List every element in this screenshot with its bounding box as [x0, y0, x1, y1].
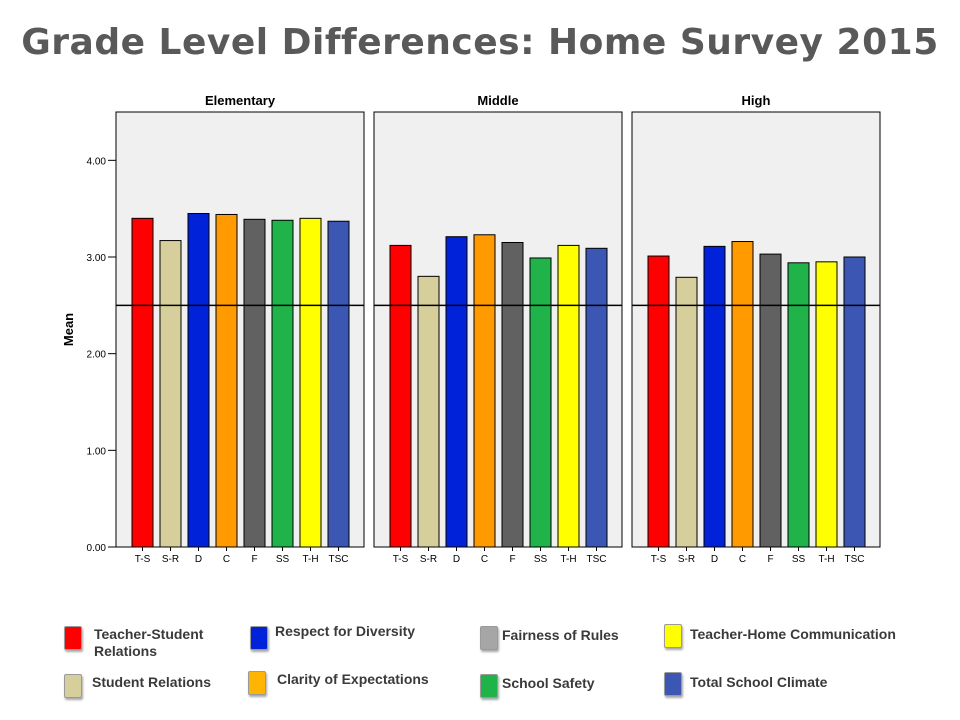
bar [501, 242, 524, 548]
x-tick-label: SS [792, 554, 806, 565]
bar [159, 240, 182, 548]
bar [647, 255, 670, 548]
y-tick-label: 4.00 [87, 156, 107, 167]
x-tick-label: D [711, 554, 718, 565]
x-tick-label: TSC [587, 554, 607, 565]
y-tick-label: 2.00 [87, 350, 107, 361]
x-tick-label: T-S [393, 554, 409, 565]
panel-background [373, 111, 623, 548]
legend-label: Teacher-Home Communication [690, 626, 896, 642]
bar [243, 218, 266, 548]
x-tick-label: T-H [560, 554, 576, 565]
legend-label: Total School Climate [690, 674, 828, 690]
x-tick-label: C [223, 554, 230, 565]
x-tick-label: S-R [420, 554, 437, 565]
panel-header: Middle [477, 93, 518, 108]
bar [187, 213, 210, 548]
x-tick-label: TSC [845, 554, 865, 565]
legend-swatch [64, 674, 82, 698]
x-tick-label: D [453, 554, 460, 565]
bar [585, 247, 608, 548]
legend-label: Respect for Diversity [275, 623, 416, 639]
y-tick-label: 0.00 [87, 543, 107, 554]
bar [557, 244, 580, 548]
x-tick-label: S-R [678, 554, 695, 565]
legend-swatch [250, 626, 268, 650]
x-tick-label: T-H [818, 554, 834, 565]
bar [271, 219, 294, 548]
legend-swatch [480, 626, 498, 650]
bar [759, 253, 782, 548]
panel-background [631, 111, 881, 548]
bar [473, 234, 496, 548]
x-tick-label: SS [534, 554, 548, 565]
x-tick-label: F [251, 554, 257, 565]
legend-label: Fairness of Rules [502, 627, 619, 643]
y-tick-label: 1.00 [87, 446, 107, 457]
y-tick-label: 3.00 [87, 253, 107, 264]
legend-label: Teacher-Student Relations [94, 626, 204, 659]
legend-swatch [248, 671, 266, 695]
chart-title: Grade Level Differences: Home Survey 201… [21, 22, 939, 63]
panel-header: High [742, 93, 771, 108]
legend-label: Clarity of Expectations [277, 671, 429, 687]
legend-swatch [480, 674, 498, 698]
x-tick-label: D [195, 554, 202, 565]
bar-chart: 0.00 1.00 2.00 3.00 4.00 Mean Elementary T-S S-R… [61, 93, 881, 565]
x-tick-label: S-R [162, 554, 179, 565]
legend-swatch [64, 626, 82, 650]
x-tick-label: T-H [302, 554, 318, 565]
bar [215, 213, 238, 548]
x-tick-label: T-S [651, 554, 667, 565]
bar [417, 275, 440, 548]
bar [529, 257, 552, 548]
bar [389, 244, 412, 548]
x-tick-label: TSC [329, 554, 349, 565]
x-tick-label: F [767, 554, 773, 565]
bar [327, 220, 350, 548]
legend-swatch [664, 672, 682, 696]
legend-swatch [664, 624, 682, 648]
bar [299, 217, 322, 548]
bar [843, 256, 866, 548]
x-tick-label: F [509, 554, 515, 565]
y-axis-label: Mean [61, 313, 76, 346]
x-tick-label: C [481, 554, 488, 565]
x-tick-label: T-S [135, 554, 151, 565]
panel-background [115, 111, 365, 548]
panel-header: Elementary [205, 93, 276, 108]
bar [703, 245, 726, 548]
bar [131, 217, 154, 548]
bar [675, 276, 698, 548]
bar [445, 236, 468, 548]
x-tick-label: C [739, 554, 746, 565]
x-tick-label: SS [276, 554, 290, 565]
legend-label: Student Relations [92, 674, 212, 690]
legend-label: School Safety [502, 675, 595, 691]
bar [731, 241, 754, 548]
